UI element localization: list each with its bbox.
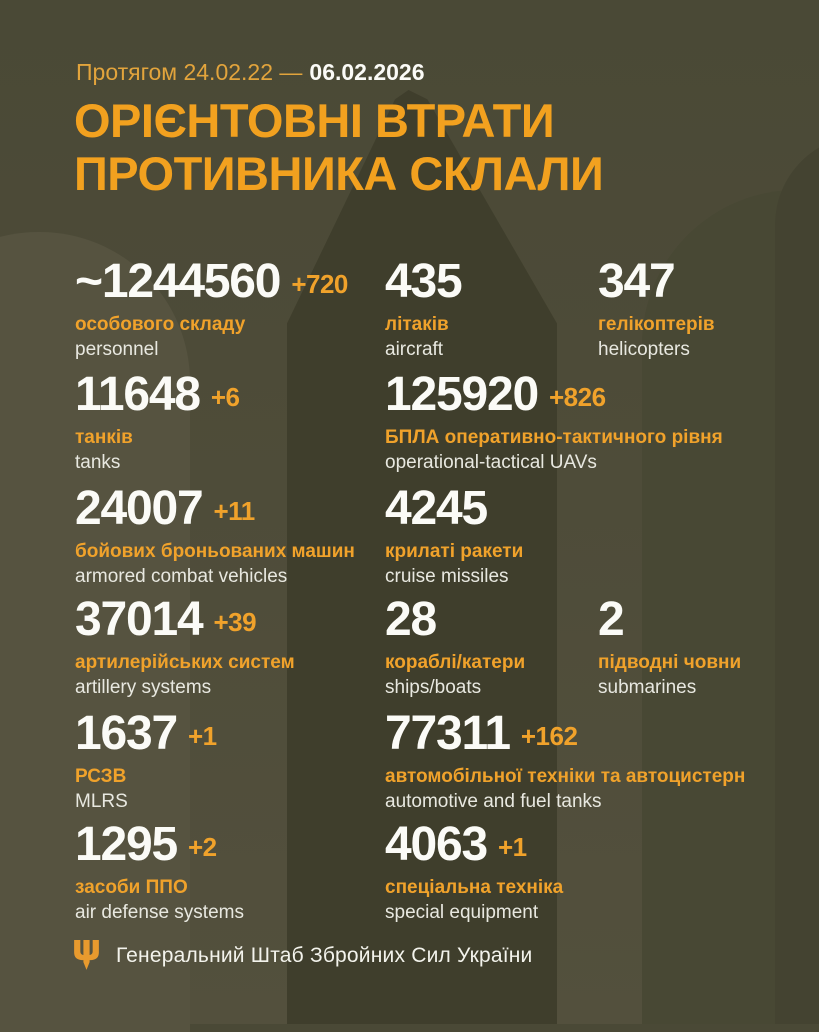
stat-tanks: 11648 +6 танків tanks (75, 369, 240, 475)
stat-label-en: special equipment (385, 902, 539, 923)
stat-value: ~1244560 (75, 255, 282, 308)
stat-value: 77311 (385, 707, 511, 760)
stat-air-defense: 1295 +2 засоби ППО air defense systems (75, 819, 244, 925)
stat-label-uk: спеціальна техніка (385, 877, 564, 898)
stat-delta: +826 (548, 382, 606, 412)
stat-delta: +1 (187, 721, 217, 751)
background-shell-silhouette-left (0, 232, 190, 1032)
stat-value: 4245 (385, 482, 488, 535)
stat-delta: +2 (187, 832, 217, 862)
stat-delta: +11 (213, 496, 255, 526)
stat-label-en: MLRS (75, 791, 128, 812)
stat-armored-combat-vehicles: 24007 +11 бойових броньованих машин armor… (75, 483, 355, 589)
stat-personnel: ~1244560 +720 особового складу personnel (75, 256, 348, 362)
stat-delta: +39 (213, 607, 257, 637)
stat-value: 347 (598, 255, 676, 308)
stat-label-uk: крилаті ракети (385, 541, 524, 562)
stat-label-uk: БПЛА оперативно-тактичного рівня (385, 427, 723, 448)
stat-label-uk: артилерійських систем (75, 652, 295, 673)
stat-helicopters: 347 гелікоптерів helicopters (598, 256, 715, 362)
footer: Генеральний Штаб Збройних Сил України (74, 936, 533, 976)
page-title-line1: Орієнтовні втрати (74, 94, 555, 147)
footer-org-name: Генеральний Штаб Збройних Сил України (116, 944, 533, 967)
stat-label-uk: підводні човни (598, 652, 742, 673)
stat-value: 1295 (75, 818, 178, 871)
page-title-line2: противника склали (74, 147, 604, 200)
period-line: Протягом 24.02.22 —06.02.2026 (76, 58, 425, 86)
stat-label-uk: кораблі/катери (385, 652, 526, 673)
page-title: Орієнтовні втрати противника склали (74, 94, 604, 200)
stat-label-uk: бойових броньованих машин (75, 541, 355, 562)
stat-uavs: 125920 +826 БПЛА оперативно-тактичного рі… (385, 369, 723, 475)
stat-artillery-systems: 37014 +39 артилерійських систем artillery… (75, 594, 295, 700)
stat-automotive-fuel-tanks: 77311 +162 автомобільної техніки та автоц… (385, 708, 745, 814)
stat-value: 37014 (75, 593, 204, 646)
stat-value: 435 (385, 255, 463, 308)
stat-label-en: armored combat vehicles (75, 566, 288, 587)
stat-value: 28 (385, 593, 437, 646)
stat-delta: +720 (291, 269, 348, 299)
stat-label-en: tanks (75, 452, 121, 473)
trident-icon (74, 939, 99, 970)
stat-special-equipment: 4063 +1 спеціальна техніка special equipm… (385, 819, 563, 925)
stat-delta: +1 (497, 832, 527, 862)
stat-label-uk: засоби ППО (75, 877, 188, 898)
background-shell-silhouette-far-right (775, 135, 819, 1024)
stat-label-en: operational-tactical UAVs (385, 452, 597, 473)
stat-mlrs: 1637 +1 РСЗВ MLRS (75, 708, 217, 814)
stat-label-en: helicopters (598, 339, 690, 360)
stat-value: 24007 (75, 482, 204, 535)
stat-delta: +162 (520, 721, 578, 751)
background-shell-silhouette-center (287, 90, 557, 1024)
stat-label-uk: особового складу (75, 314, 246, 335)
stat-label-uk: літаків (385, 314, 449, 335)
stat-label-en: cruise missiles (385, 566, 509, 587)
stat-label-en: automotive and fuel tanks (385, 791, 602, 812)
stat-value: 125920 (385, 368, 539, 421)
stat-label-uk: автомобільної техніки та автоцистерн (385, 766, 746, 787)
stat-label-en: personnel (75, 339, 159, 360)
stat-label-en: air defense systems (75, 902, 244, 923)
stat-label-uk: гелікоптерів (598, 314, 715, 335)
stat-label-en: submarines (598, 677, 697, 698)
stat-value: 2 (598, 593, 625, 646)
stat-label-uk: танків (75, 427, 133, 448)
stat-delta: +6 (210, 382, 240, 412)
stat-cruise-missiles: 4245 крилаті ракети cruise missiles (385, 483, 523, 589)
stat-ships-boats: 28 кораблі/катери ships/boats (385, 594, 525, 700)
stat-label-uk: РСЗВ (75, 766, 127, 787)
stat-value: 11648 (75, 368, 201, 421)
stat-value: 1637 (75, 707, 178, 760)
stat-value: 4063 (385, 818, 488, 871)
period-end-date: 06.02.2026 (309, 59, 425, 85)
period-prefix: Протягом 24.02.22 — (76, 59, 303, 85)
stat-submarines: 2 підводні човни submarines (598, 594, 741, 700)
stat-label-en: artillery systems (75, 677, 212, 698)
stat-aircraft: 435 літаків aircraft (385, 255, 463, 362)
stat-label-en: ships/boats (385, 677, 482, 698)
stat-label-en: aircraft (385, 339, 444, 360)
